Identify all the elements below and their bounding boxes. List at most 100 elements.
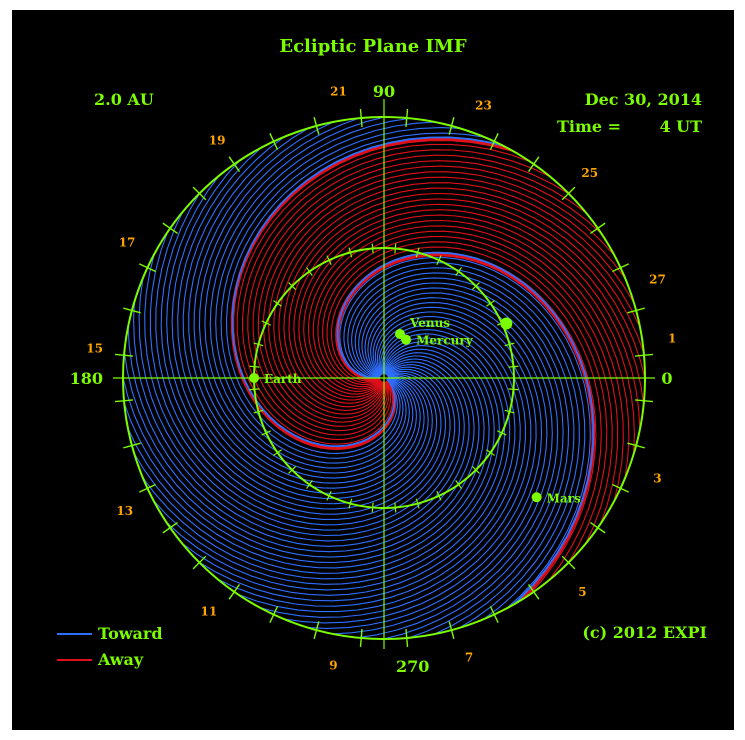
- field-line: [123, 315, 490, 569]
- field-line: [123, 337, 500, 580]
- inner-tick: [415, 498, 420, 509]
- planet-marker: [249, 373, 259, 383]
- planet-marker: [500, 317, 513, 330]
- carrington-label-15: 15: [86, 342, 103, 356]
- carrington-label-11: 11: [201, 604, 218, 618]
- field-line: [278, 187, 645, 441]
- outer-tick: [590, 222, 606, 235]
- inner-tick: [306, 480, 313, 489]
- field-line: [243, 287, 559, 639]
- field-line: [204, 117, 500, 474]
- field-line: [197, 297, 548, 629]
- field-lines: [123, 117, 645, 639]
- date-label: Dec 30, 2014: [585, 90, 702, 109]
- inner-tick: [504, 342, 515, 347]
- inner-tick: [486, 449, 495, 456]
- carrington-label-5: 5: [578, 585, 586, 599]
- outer-tick: [489, 133, 499, 150]
- field-line: [317, 230, 619, 620]
- planet-marker: [531, 492, 542, 503]
- field-line: [247, 154, 645, 436]
- field-line: [123, 262, 480, 558]
- carrington-label-21: 21: [330, 85, 347, 99]
- field-line: [166, 117, 438, 510]
- inner-tick: [371, 243, 374, 254]
- inner-tick: [253, 342, 264, 347]
- inner-tick: [273, 300, 282, 307]
- field-line: [293, 203, 645, 519]
- field-line: [123, 288, 485, 564]
- outer-tick: [448, 117, 455, 135]
- carrington-label-13: 13: [116, 504, 133, 518]
- inner-tick: [455, 267, 462, 276]
- carrington-label-1: 1: [668, 332, 676, 346]
- field-line: [288, 198, 645, 494]
- field-line: [123, 237, 475, 553]
- field-line: [283, 192, 645, 468]
- field-line: [188, 117, 421, 489]
- time-value: 4 UT: [659, 117, 702, 136]
- outer-tick: [561, 186, 576, 201]
- sector-boundary-toward: [336, 251, 595, 639]
- inner-tick: [253, 409, 264, 414]
- planet-label-mercury: Mercury: [416, 334, 474, 348]
- outer-tick: [313, 621, 320, 639]
- outer-tick: [405, 628, 409, 648]
- outer-tick: [634, 399, 654, 403]
- planet-label-earth: Earth: [264, 372, 302, 386]
- outer-tick: [228, 584, 241, 600]
- field-line: [182, 117, 425, 494]
- inner-tick: [471, 465, 480, 474]
- legend: Toward Away: [57, 624, 163, 669]
- inner-tick: [486, 300, 495, 307]
- inner-tick: [455, 480, 462, 489]
- carrington-label-17: 17: [119, 235, 136, 249]
- field-line: [209, 117, 525, 469]
- field-line: [322, 236, 613, 633]
- angle-label-0: 0: [661, 369, 672, 388]
- field-line: [149, 136, 451, 526]
- outer-tick: [269, 133, 279, 150]
- outer-tick: [114, 399, 134, 403]
- inner-tick: [273, 449, 282, 456]
- field-line: [236, 143, 626, 445]
- inner-tick: [508, 388, 519, 391]
- field-line: [160, 117, 442, 515]
- outer-tick: [448, 621, 455, 639]
- field-line: [321, 272, 575, 639]
- field-line: [268, 282, 564, 639]
- outer-tick: [123, 307, 141, 314]
- inner-tick: [415, 247, 420, 258]
- field-line: [330, 246, 602, 639]
- inner-tick: [326, 491, 332, 501]
- angle-label-180: 180: [70, 369, 103, 388]
- outer-tick: [612, 263, 629, 273]
- field-line: [129, 316, 526, 607]
- outer-tick: [405, 108, 409, 128]
- legend-toward-label: Toward: [98, 624, 163, 643]
- scale-label: 2.0 AU: [94, 90, 154, 109]
- angle-label-90: 90: [373, 82, 395, 101]
- outer-tick: [162, 222, 178, 235]
- inner-tick: [348, 247, 353, 258]
- outer-tick: [527, 156, 540, 172]
- outer-tick: [634, 353, 654, 357]
- outer-tick: [269, 606, 279, 623]
- outer-tick: [612, 483, 629, 493]
- inner-tick: [249, 365, 260, 368]
- field-line: [268, 176, 645, 419]
- field-line: [155, 123, 446, 520]
- outer-tick: [228, 156, 241, 172]
- field-line: [257, 165, 645, 427]
- plot-title: Ecliptic Plane IMF: [279, 36, 467, 57]
- field-line: [142, 311, 532, 613]
- field-line: [133, 191, 465, 542]
- outer-tick: [489, 606, 499, 623]
- planets: Earth Mercury Venus Mars: [249, 316, 581, 505]
- field-line: [171, 117, 433, 505]
- angle-label-270: 270: [396, 657, 429, 676]
- field-line: [294, 277, 570, 639]
- outer-tick: [139, 483, 156, 493]
